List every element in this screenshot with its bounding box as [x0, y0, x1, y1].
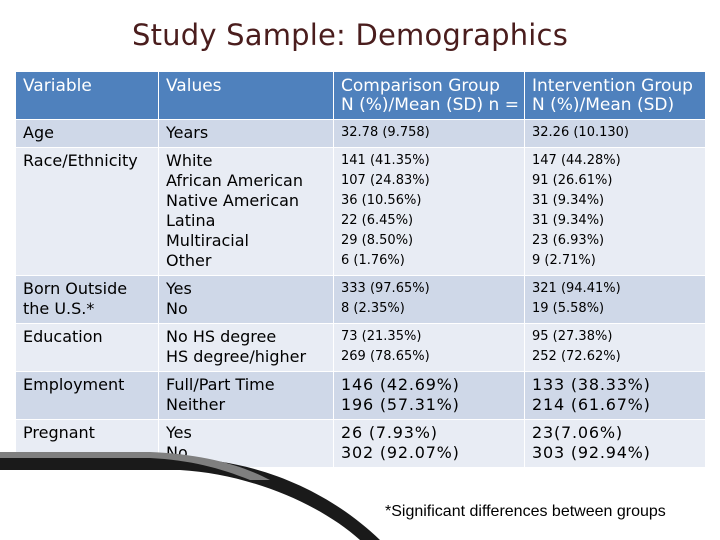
cell-line: Native American [166, 191, 300, 210]
cell-line: Neither [166, 395, 226, 414]
cell-comparison: 333 (97.65%) 8 (2.35%) [333, 275, 525, 324]
cell-line: 302 (92.07%) [341, 443, 460, 462]
header-comparison-group: Comparison Group N (%)/Mean (SD) n = [333, 71, 525, 120]
cell-comparison: 73 (21.35%) 269 (78.65%) [333, 323, 525, 372]
cell-line: 95 (27.38%) [532, 329, 613, 344]
cell-values: No HS degree HS degree/higher [158, 323, 334, 372]
cell-line: Yes [166, 423, 192, 442]
cell-line: White [166, 151, 213, 170]
cell-line: 91 (26.61%) [532, 173, 613, 188]
cell-line: 269 (78.65%) [341, 349, 430, 364]
cell-intervention: 147 (44.28%) 91 (26.61%) 31 (9.34%) 31 (9.3… [524, 147, 706, 276]
cell-line: 133 (38.33%) [532, 375, 651, 394]
cell-variable: Age [15, 119, 159, 148]
cell-line: 22 (6.45%) [341, 213, 414, 228]
cell-line: 8 (2.35%) [341, 301, 405, 316]
header-row: Variable Values Comparison Group N (%)/M… [15, 71, 706, 120]
cell-line: 23(7.06%) [532, 423, 623, 442]
cell-line: 252 (72.62%) [532, 349, 621, 364]
cell-intervention: 95 (27.38%) 252 (72.62%) [524, 323, 706, 372]
cell-line: Race/Ethnicity [23, 151, 138, 170]
cell-line: 26 (7.93%) [341, 423, 438, 442]
cell-line: Years [166, 123, 209, 142]
cell-line: 6 (1.76%) [341, 253, 405, 268]
table-row: Born Outside the U.S.* Yes No 333 (97.65%) 8 … [15, 275, 706, 324]
cell-line: 333 (97.65%) [341, 281, 430, 296]
cell-line: Born Outside [23, 279, 128, 298]
cell-variable: Education [15, 323, 159, 372]
cell-line: Employment [23, 375, 125, 394]
cell-intervention: 133 (38.33%) 214 (61.67%) [524, 371, 706, 420]
cell-line: 141 (41.35%) [341, 153, 430, 168]
cell-intervention: 32.26 (10.130) [524, 119, 706, 148]
cell-line: Latina [166, 211, 216, 230]
cell-line: 196 (57.31%) [341, 395, 460, 414]
cell-values: Full/Part Time Neither [158, 371, 334, 420]
cell-line: the U.S.* [23, 299, 95, 318]
cell-values: Years [158, 119, 334, 148]
cell-line: Pregnant [23, 423, 95, 442]
cell-line: 321 (94.41%) [532, 281, 621, 296]
cell-comparison: 26 (7.93%) 302 (92.07%) [333, 419, 525, 468]
cell-line: 147 (44.28%) [532, 153, 621, 168]
decorative-swoosh [0, 452, 380, 540]
table-body: Age Years 32.78 (9.758) 32.26 (10.130) Race/… [15, 119, 706, 468]
table-row: Education No HS degree HS degree/higher 73 … [15, 323, 706, 372]
header-intervention-group: Intervention Group N (%)/Mean (SD) [524, 71, 706, 120]
cell-line: No HS degree [166, 327, 277, 346]
cell-line: 31 (9.34%) [532, 213, 605, 228]
cell-line: 31 (9.34%) [532, 193, 605, 208]
table-row: Race/Ethnicity White African American Nativ… [15, 147, 706, 276]
cell-variable: Race/Ethnicity [15, 147, 159, 276]
cell-line: 146 (42.69%) [341, 375, 460, 394]
cell-line: African American [166, 171, 303, 190]
footnote: *Significant differences between groups [385, 503, 666, 520]
cell-values: Yes No [158, 275, 334, 324]
cell-line: Multiracial [166, 231, 249, 250]
table-row: Age Years 32.78 (9.758) 32.26 (10.130) [15, 119, 706, 148]
header-values: Values [158, 71, 334, 120]
cell-line: No [166, 299, 188, 318]
cell-values: White African American Native American Lati… [158, 147, 334, 276]
cell-intervention: 23(7.06%) 303 (92.94%) [524, 419, 706, 468]
slide-title: Study Sample: Demographics [131, 18, 569, 52]
cell-line: 19 (5.58%) [532, 301, 605, 316]
cell-line: Education [23, 327, 103, 346]
cell-line: 73 (21.35%) [341, 329, 422, 344]
cell-line: 9 (2.71%) [532, 253, 596, 268]
cell-comparison: 146 (42.69%) 196 (57.31%) [333, 371, 525, 420]
cell-line: 303 (92.94%) [532, 443, 651, 462]
cell-line: 32.78 (9.758) [341, 125, 430, 140]
cell-line: 36 (10.56%) [341, 193, 422, 208]
table-row: Employment Full/Part Time Neither 146 (42.6… [15, 371, 706, 420]
cell-line: Other [166, 251, 212, 270]
cell-variable: Employment [15, 371, 159, 420]
cell-line: Age [23, 123, 54, 142]
cell-line: 214 (61.67%) [532, 395, 651, 414]
cell-line: 107 (24.83%) [341, 173, 430, 188]
cell-line: 29 (8.50%) [341, 233, 414, 248]
cell-variable: Born Outside the U.S.* [15, 275, 159, 324]
cell-line: HS degree/higher [166, 347, 307, 366]
demographics-table: Variable Values Comparison Group N (%)/M… [15, 71, 706, 468]
cell-line: 32.26 (10.130) [532, 125, 629, 140]
cell-line: 23 (6.93%) [532, 233, 605, 248]
cell-comparison: 32.78 (9.758) [333, 119, 525, 148]
cell-comparison: 141 (41.35%) 107 (24.83%) 36 (10.56%) 22 (6… [333, 147, 525, 276]
cell-line: Full/Part Time [166, 375, 275, 394]
header-variable: Variable [15, 71, 159, 120]
cell-intervention: 321 (94.41%) 19 (5.58%) [524, 275, 706, 324]
cell-line: Yes [166, 279, 192, 298]
